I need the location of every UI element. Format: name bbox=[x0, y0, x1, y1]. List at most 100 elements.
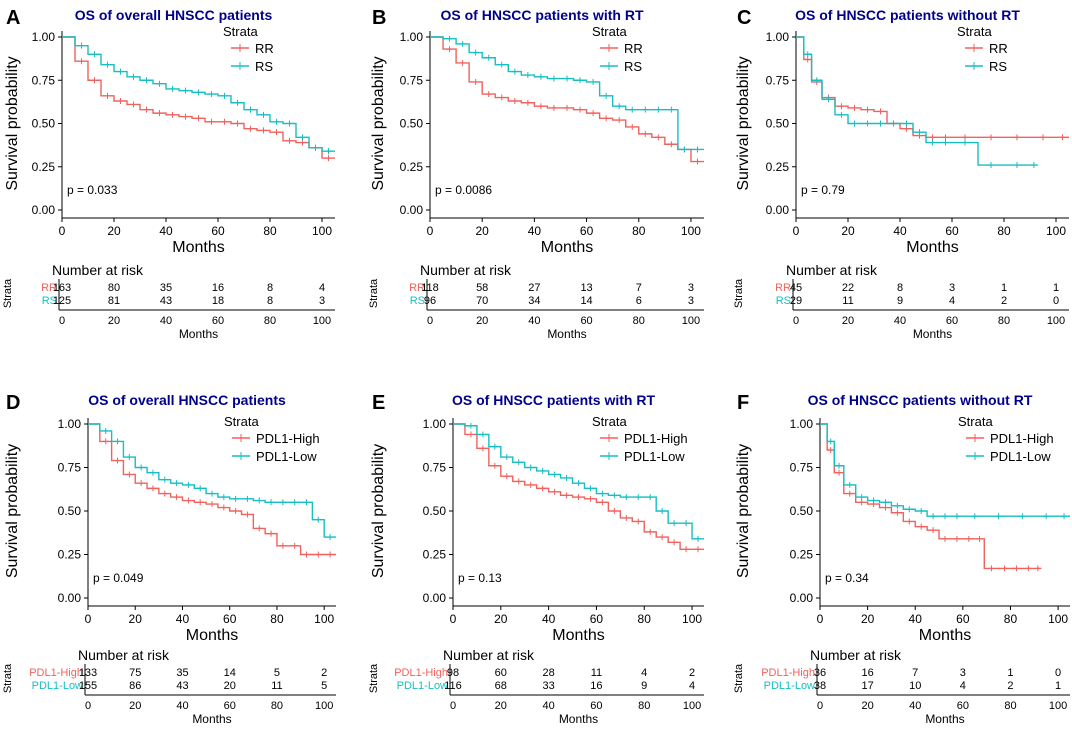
censor-mark bbox=[325, 148, 332, 155]
censor-mark bbox=[906, 518, 913, 525]
risk-count: 98 bbox=[447, 667, 459, 679]
risk-count: 29 bbox=[790, 295, 802, 307]
risk-row-label: PDL1-Low bbox=[32, 680, 83, 692]
risk-x-tick-label: 100 bbox=[1049, 700, 1067, 712]
censor-mark bbox=[479, 431, 486, 438]
censor-mark bbox=[156, 80, 163, 87]
y-axis-title: Survival probability bbox=[4, 444, 21, 578]
censor-mark bbox=[279, 499, 286, 506]
censor-mark bbox=[629, 123, 636, 130]
censor-mark bbox=[286, 137, 293, 144]
censor-mark bbox=[244, 495, 251, 502]
risk-x-tick-label: 40 bbox=[894, 315, 906, 327]
censor-mark bbox=[247, 106, 254, 113]
censor-mark bbox=[327, 551, 334, 558]
censor-mark bbox=[930, 513, 937, 520]
censor-mark bbox=[479, 445, 486, 452]
risk-row-label: PDL1-High bbox=[761, 667, 815, 679]
censor-mark bbox=[503, 454, 510, 461]
censor-mark bbox=[459, 40, 466, 47]
y-axis-title: Survival probability bbox=[735, 56, 752, 190]
y-axis-title: Survival probability bbox=[735, 444, 752, 578]
legend-label: RS bbox=[624, 59, 642, 74]
censor-mark bbox=[527, 481, 534, 488]
km-curve-rs bbox=[430, 36, 704, 151]
x-tick-label: 80 bbox=[632, 224, 646, 238]
km-curve-rr bbox=[430, 36, 704, 163]
risk-count: 16 bbox=[212, 282, 224, 294]
risk-x-tick-label: 100 bbox=[683, 700, 701, 712]
censor-mark bbox=[1014, 134, 1020, 141]
p-value: p = 0.79 bbox=[801, 183, 845, 197]
x-tick-label: 100 bbox=[682, 612, 702, 626]
risk-count: 70 bbox=[476, 295, 488, 307]
censor-mark bbox=[642, 106, 649, 113]
risk-x-tick-label: 60 bbox=[946, 315, 958, 327]
risk-x-tick-label: 0 bbox=[85, 700, 91, 712]
censor-mark bbox=[315, 516, 322, 523]
censor-mark bbox=[78, 42, 85, 49]
censor-mark bbox=[291, 542, 298, 549]
x-tick-label: 80 bbox=[1004, 612, 1018, 626]
y-tick-label: 0.00 bbox=[400, 203, 424, 217]
km-curve-rr bbox=[62, 36, 335, 159]
censor-mark bbox=[491, 462, 498, 469]
risk-count: 8 bbox=[267, 295, 273, 307]
censor-mark bbox=[629, 106, 636, 113]
censor-mark bbox=[327, 534, 334, 541]
risk-count: 35 bbox=[160, 282, 172, 294]
risk-count: 118 bbox=[421, 282, 439, 294]
censor-mark bbox=[988, 162, 994, 169]
x-tick-label: 60 bbox=[590, 612, 604, 626]
censor-mark bbox=[91, 51, 98, 58]
censor-mark bbox=[864, 106, 871, 113]
panel-letter: A bbox=[6, 7, 20, 29]
y-tick-label: 0.00 bbox=[766, 203, 790, 217]
legend-title: Strata bbox=[592, 414, 627, 429]
censor-mark bbox=[563, 474, 570, 481]
censor-mark bbox=[965, 535, 972, 542]
censor-mark bbox=[459, 59, 466, 66]
risk-count: 16 bbox=[590, 680, 602, 692]
risk-count: 16 bbox=[861, 667, 873, 679]
legend-label: RR bbox=[624, 41, 643, 56]
censor-mark bbox=[232, 508, 239, 514]
panel-letter: B bbox=[372, 7, 386, 29]
risk-table-title: Number at risk bbox=[78, 647, 170, 663]
censor-mark bbox=[942, 513, 948, 520]
censor-mark bbox=[299, 134, 306, 141]
y-tick-label: 0.75 bbox=[58, 461, 82, 475]
censor-mark bbox=[325, 155, 332, 162]
censor-mark bbox=[114, 457, 121, 464]
censor-mark bbox=[851, 120, 858, 127]
censor-mark bbox=[1034, 565, 1041, 572]
censor-mark bbox=[537, 103, 544, 110]
censor-mark bbox=[603, 115, 610, 122]
x-tick-label: 60 bbox=[211, 224, 225, 238]
censor-mark bbox=[953, 535, 960, 542]
risk-count: 2 bbox=[1007, 680, 1013, 692]
km-panel-a: A OS of overall HNSCC patients 0.00 0.25 0.5… bbox=[2, 7, 335, 341]
x-tick-label: 40 bbox=[909, 612, 923, 626]
risk-count: 18 bbox=[212, 295, 224, 307]
risk-count: 0 bbox=[1055, 667, 1061, 679]
risk-count: 45 bbox=[790, 282, 802, 294]
censor-mark bbox=[221, 92, 228, 99]
risk-x-tick-label: 20 bbox=[495, 700, 507, 712]
risk-table-title: Number at risk bbox=[420, 262, 512, 278]
risk-count: 4 bbox=[689, 680, 695, 692]
y-tick-label: 1.00 bbox=[423, 417, 447, 431]
censor-mark bbox=[209, 490, 215, 497]
risk-x-tick-label: 20 bbox=[108, 315, 120, 327]
risk-count: 3 bbox=[319, 295, 325, 307]
censor-mark bbox=[303, 499, 310, 506]
censor-mark bbox=[446, 35, 453, 42]
censor-mark bbox=[894, 502, 901, 509]
censor-mark bbox=[647, 494, 654, 501]
censor-mark bbox=[590, 110, 597, 117]
risk-count: 43 bbox=[176, 680, 188, 692]
x-tick-label: 0 bbox=[85, 612, 92, 626]
censor-mark bbox=[681, 146, 688, 153]
censor-mark bbox=[1025, 565, 1032, 572]
censor-mark bbox=[577, 106, 584, 113]
